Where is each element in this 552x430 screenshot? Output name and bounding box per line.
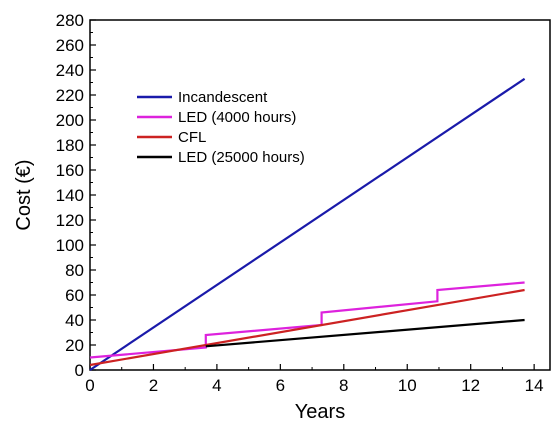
x-tick-label: 4: [212, 376, 221, 395]
x-axis-title: Years: [295, 401, 345, 423]
x-tick-label: 12: [461, 376, 480, 395]
legend-label: Incandescent: [178, 89, 268, 106]
legend-label: LED (25000 hours): [178, 149, 305, 166]
y-tick-label: 200: [56, 111, 84, 130]
x-tick-label: 8: [339, 376, 348, 395]
y-tick-label: 60: [65, 286, 84, 305]
y-tick-label: 220: [56, 86, 84, 105]
x-tick-label: 14: [525, 376, 544, 395]
x-tick-label: 2: [149, 376, 158, 395]
series-line-4: [205, 318, 525, 348]
axis-tick-labels: 0 2 4 6 8 10 12 1402040608010012014016018020022…: [56, 11, 544, 395]
series-line-3: [89, 288, 525, 367]
y-tick-label: 80: [65, 261, 84, 280]
x-tick-label: 6: [276, 376, 285, 395]
y-tick-label: 280: [56, 11, 84, 30]
y-tick-label: 20: [65, 336, 84, 355]
y-tick-label: 160: [56, 161, 84, 180]
y-tick-label: 260: [56, 36, 84, 55]
y-tick-label: 140: [56, 186, 84, 205]
series-line-1: [89, 77, 526, 371]
x-tick-label: 0: [85, 376, 94, 395]
y-axis-title: Cost (€): [13, 159, 35, 230]
y-tick-label: 0: [75, 361, 84, 380]
legend-label: CFL: [178, 129, 206, 146]
legend: Incandescent LED (4000 hours) CFL LED (2500…: [137, 89, 305, 166]
plot-frame: [89, 19, 551, 371]
y-tick-label: 40: [65, 311, 84, 330]
legend-label: LED (4000 hours): [178, 109, 296, 126]
axis-ticks: [89, 19, 535, 371]
y-tick-label: 120: [56, 211, 84, 230]
x-tick-label: 10: [398, 376, 417, 395]
y-tick-label: 180: [56, 136, 84, 155]
series-lines: [89, 77, 526, 371]
y-tick-label: 240: [56, 61, 84, 80]
y-tick-label: 100: [56, 236, 84, 255]
series-line-2: [89, 281, 525, 359]
